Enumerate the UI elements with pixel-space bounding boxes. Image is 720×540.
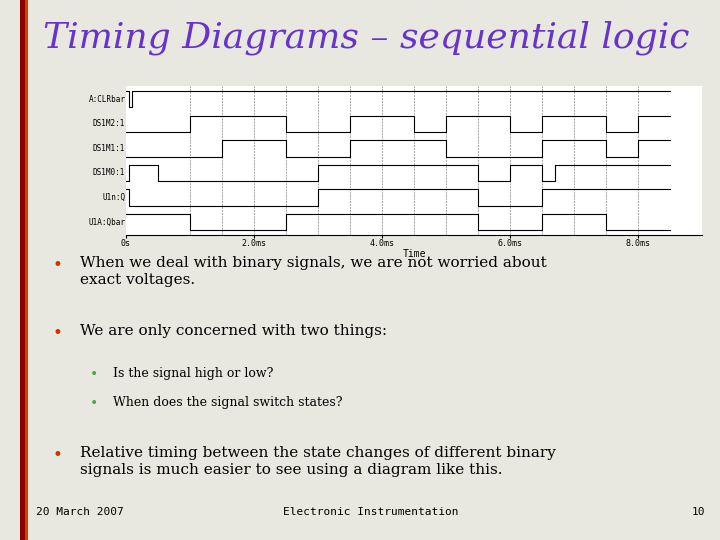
X-axis label: Time: Time bbox=[402, 249, 426, 259]
Text: Relative timing between the state changes of different binary
signals is much ea: Relative timing between the state change… bbox=[79, 446, 555, 477]
Text: •: • bbox=[53, 325, 63, 342]
Text: •: • bbox=[89, 367, 98, 381]
Text: DS1M1:1: DS1M1:1 bbox=[93, 144, 125, 153]
Text: Is the signal high or low?: Is the signal high or low? bbox=[113, 367, 274, 380]
Text: When does the signal switch states?: When does the signal switch states? bbox=[113, 396, 343, 409]
Text: We are only concerned with two things:: We are only concerned with two things: bbox=[79, 325, 387, 339]
Text: Timing Diagrams – sequential logic: Timing Diagrams – sequential logic bbox=[42, 21, 689, 55]
Text: 10: 10 bbox=[692, 507, 706, 517]
Text: •: • bbox=[53, 255, 63, 274]
Text: U1n:Q: U1n:Q bbox=[102, 193, 125, 202]
Text: U1A:Qbar: U1A:Qbar bbox=[89, 218, 125, 227]
Text: DS1M0:1: DS1M0:1 bbox=[93, 168, 125, 178]
Text: 20 March 2007: 20 March 2007 bbox=[36, 507, 124, 517]
Text: •: • bbox=[89, 396, 98, 410]
Text: A:CLRbar: A:CLRbar bbox=[89, 94, 125, 104]
Text: When we deal with binary signals, we are not worried about
exact voltages.: When we deal with binary signals, we are… bbox=[79, 255, 546, 287]
Text: Electronic Instrumentation: Electronic Instrumentation bbox=[283, 507, 459, 517]
Text: •: • bbox=[53, 446, 63, 464]
Text: DS1M2:1: DS1M2:1 bbox=[93, 119, 125, 129]
